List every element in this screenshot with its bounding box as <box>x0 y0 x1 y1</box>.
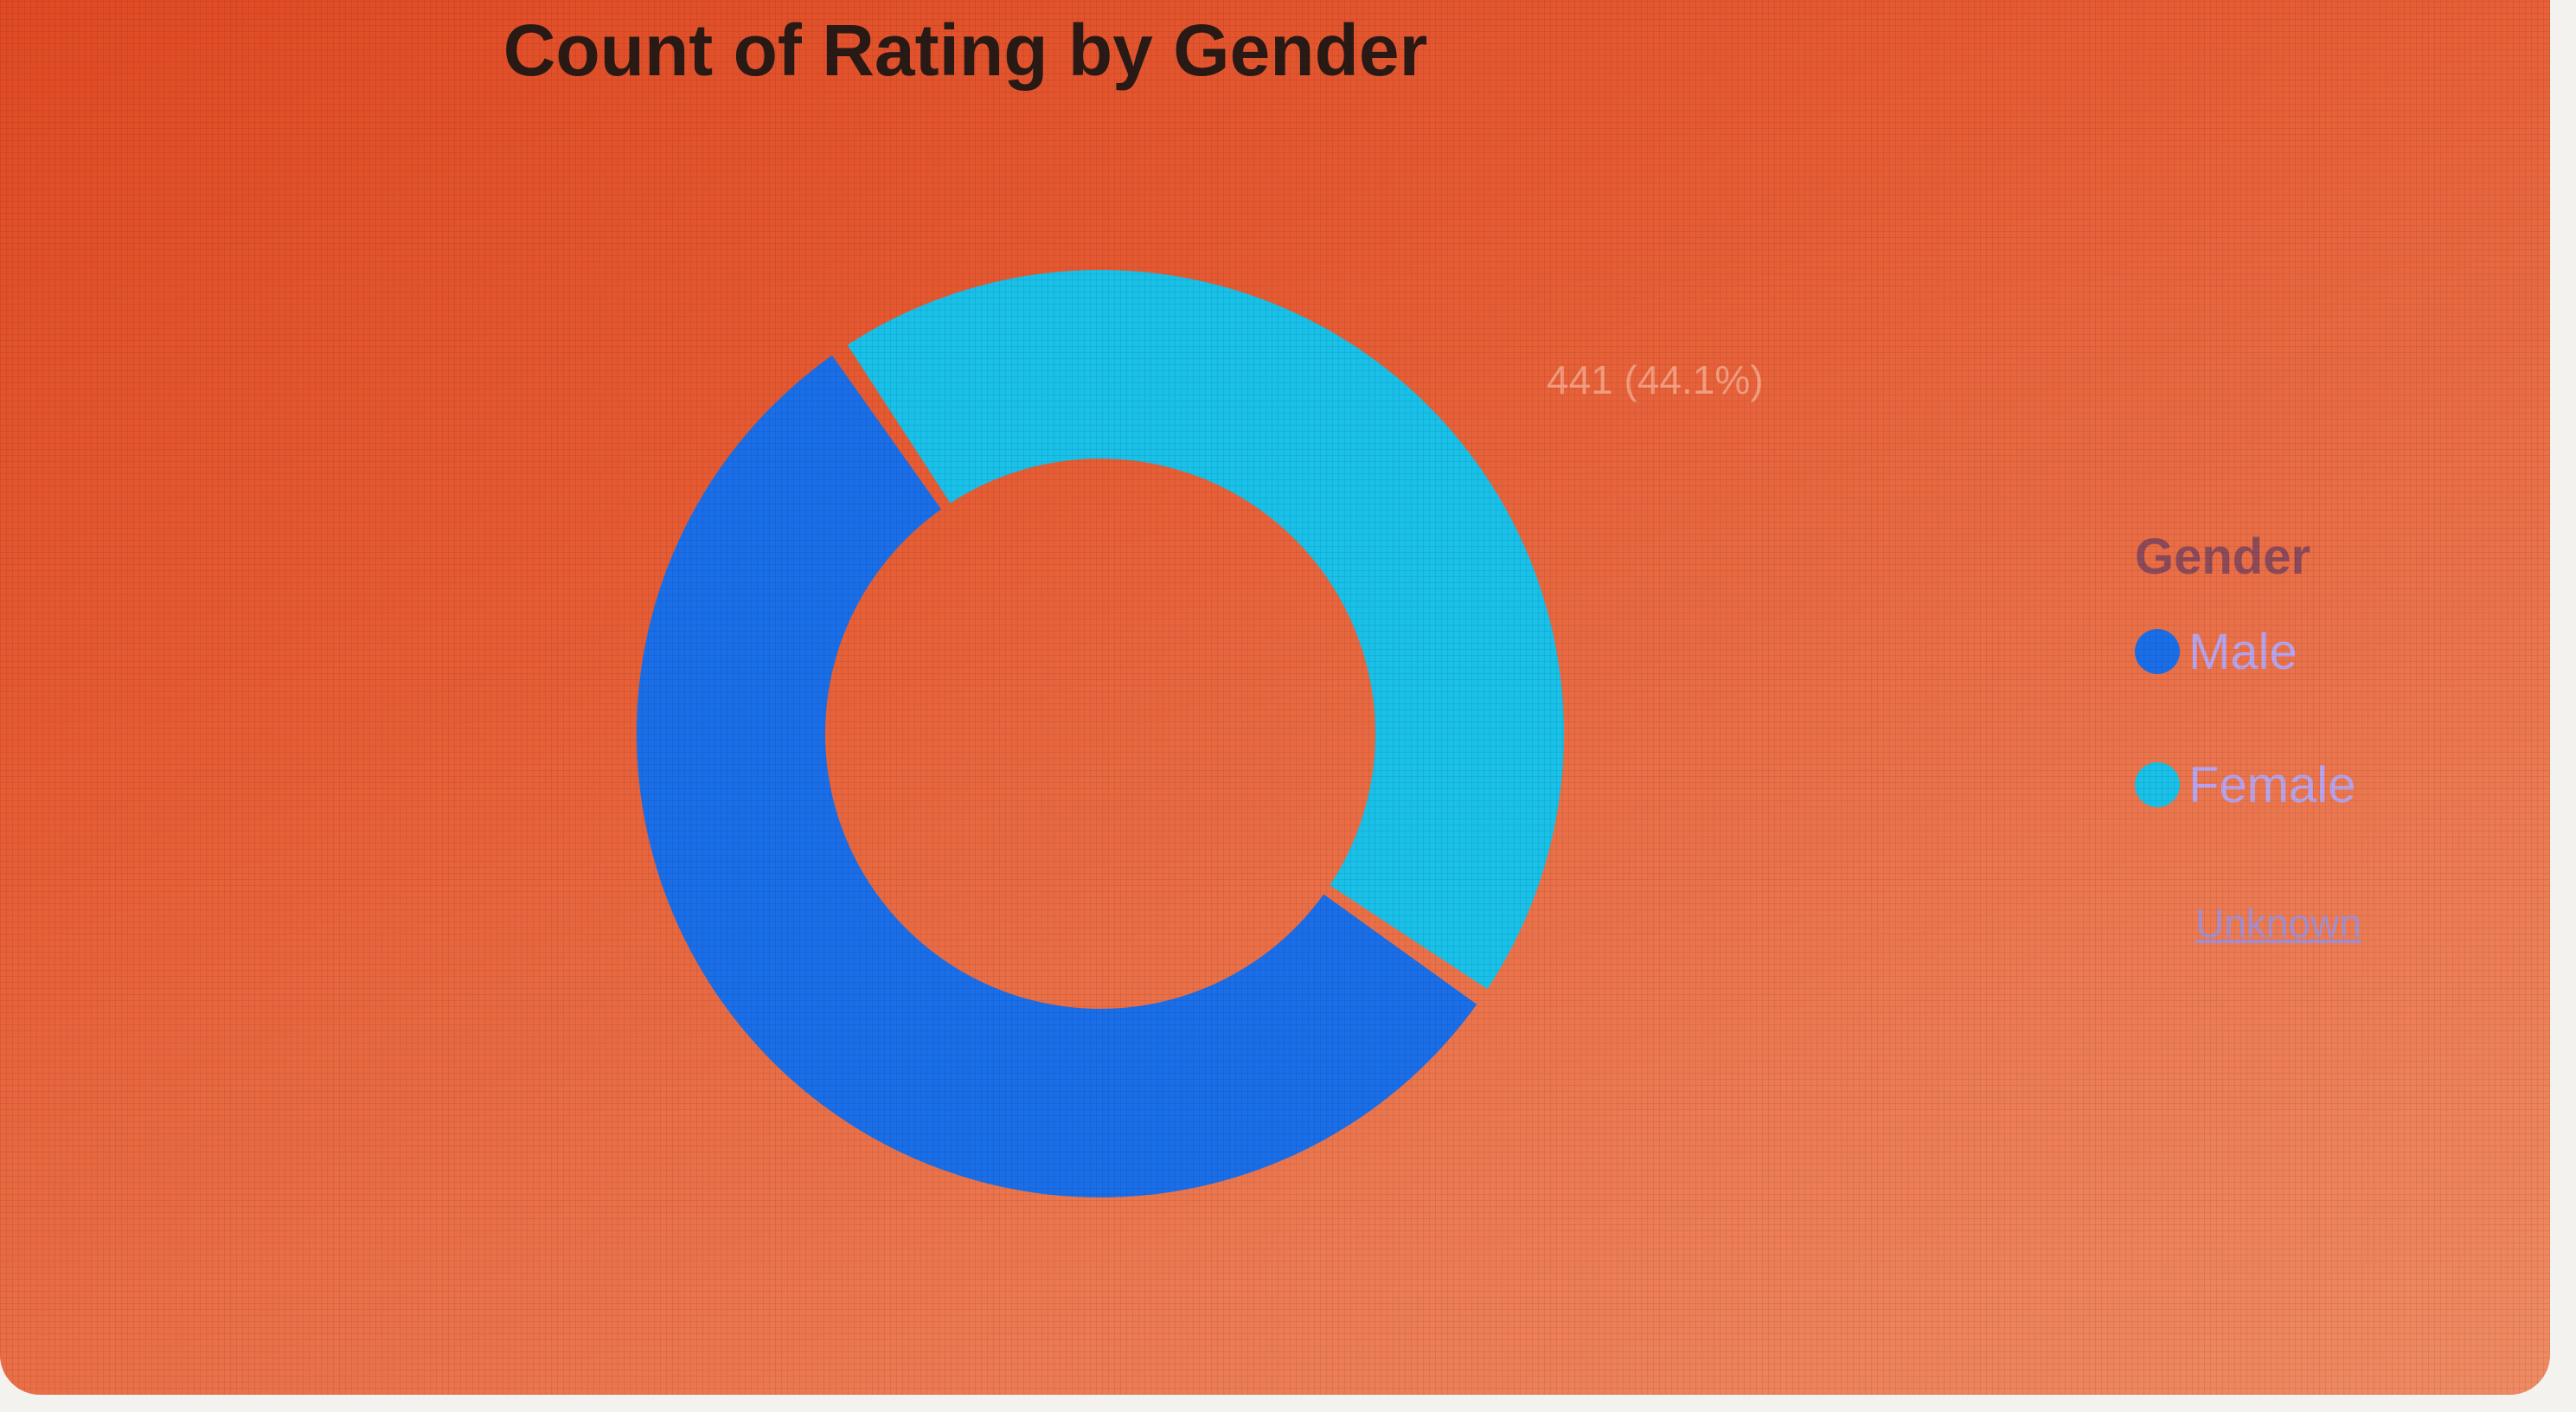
chart-title: Count of Rating by Gender <box>503 10 1428 91</box>
legend-title: Gender <box>2135 529 2311 585</box>
legend-swatch-female <box>2135 762 2180 807</box>
slice-label-female: 441 (44.1%) <box>1547 357 1764 402</box>
donut-slice-male[interactable] <box>636 355 1477 1198</box>
chart-card: Count of Rating by Gender 441 (44.1%) Ge… <box>0 0 2550 1395</box>
legend-item-male[interactable]: Male <box>2135 617 2498 686</box>
legend: Gender Male Female <box>2135 528 2498 883</box>
donut-chart <box>636 270 1564 1198</box>
legend-label-female: Female <box>2188 756 2356 813</box>
donut-slice-female[interactable] <box>847 270 1564 990</box>
legend-swatch-male <box>2135 629 2180 674</box>
legend-label-male: Male <box>2188 623 2297 680</box>
legend-item-female[interactable]: Female <box>2135 750 2498 819</box>
legend-more-link[interactable]: Unknown <box>2195 901 2361 946</box>
donut-slices <box>636 270 1564 1198</box>
